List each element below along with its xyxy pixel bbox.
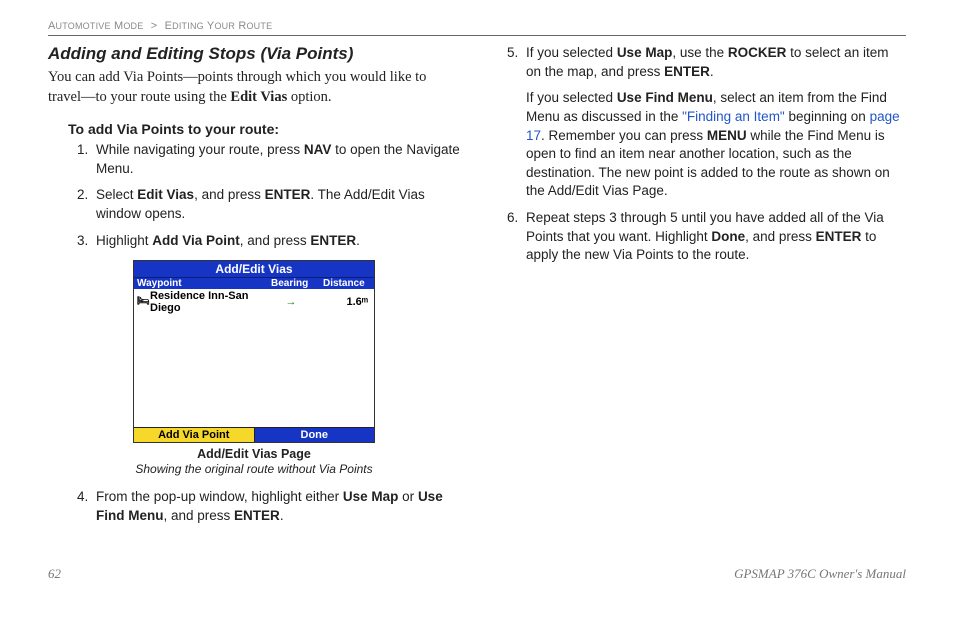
step-3: Highlight Add Via Point, and press ENTER… [92, 232, 460, 251]
step-5: If you selected Use Map, use the ROCKER … [522, 44, 906, 201]
intro-paragraph: You can add Via Points—points through wh… [48, 68, 460, 107]
section-title: Adding and Editing Stops (Via Points) [48, 44, 460, 64]
step-1: While navigating your route, press NAV t… [92, 141, 460, 178]
finding-item-link[interactable]: "Finding an Item" [682, 109, 785, 124]
device-row: 🛏 Residence Inn-San Diego → 1.6ᵐ [134, 289, 374, 315]
add-via-point-button: Add Via Point [134, 428, 255, 442]
device-title: Add/Edit Vias [134, 261, 374, 278]
device-button-bar: Add Via Point Done [134, 427, 374, 442]
breadcrumb-separator: > [151, 20, 158, 32]
done-button: Done [255, 428, 375, 442]
waypoint-name: Residence Inn-San Diego [150, 290, 262, 314]
left-column: Adding and Editing Stops (Via Points) Yo… [48, 44, 460, 534]
procedure-list-left-cont: From the pop-up window, highlight either… [66, 488, 460, 525]
figure-caption-subtitle: Showing the original route without Via P… [135, 462, 372, 476]
col-bearing: Bearing [268, 278, 320, 289]
device-screenshot: Add/Edit Vias Waypoint Bearing Distance … [133, 260, 375, 443]
header-rule [48, 35, 906, 36]
procedure-heading: To add Via Points to your route: [68, 121, 460, 137]
device-figure: Add/Edit Vias Waypoint Bearing Distance … [48, 260, 460, 476]
device-empty-list [134, 315, 374, 427]
waypoint-icon: 🛏 [137, 297, 147, 307]
right-column: If you selected Use Map, use the ROCKER … [494, 44, 906, 534]
device-column-headers: Waypoint Bearing Distance [134, 278, 374, 289]
page-number: 62 [48, 566, 61, 582]
col-waypoint: Waypoint [134, 278, 268, 289]
breadcrumb-section-2: EDITING YOUR ROUTE [165, 20, 273, 32]
manual-title: GPSMAP 376C Owner's Manual [734, 566, 906, 582]
procedure-list-left: While navigating your route, press NAV t… [66, 141, 460, 250]
page-footer: 62 GPSMAP 376C Owner's Manual [48, 566, 906, 582]
breadcrumb-section-1: AUTOMOTIVE MODE [48, 20, 143, 32]
row-bearing: → [265, 295, 317, 309]
col-distance: Distance [320, 278, 374, 289]
figure-caption-title: Add/Edit Vias Page [197, 447, 311, 461]
procedure-list-right: If you selected Use Map, use the ROCKER … [496, 44, 906, 265]
step-6: Repeat steps 3 through 5 until you have … [522, 209, 906, 265]
row-distance: 1.6ᵐ [317, 295, 374, 309]
breadcrumb: AUTOMOTIVE MODE > EDITING YOUR ROUTE [48, 20, 906, 32]
step-2: Select Edit Vias, and press ENTER. The A… [92, 186, 460, 223]
step-4: From the pop-up window, highlight either… [92, 488, 460, 525]
